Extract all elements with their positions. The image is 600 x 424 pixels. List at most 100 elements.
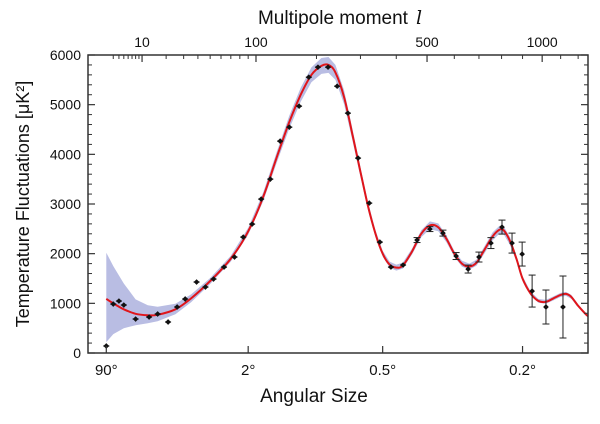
point-marker: [453, 253, 459, 259]
point-marker: [355, 155, 361, 161]
top-axis-title: Multipole moment l: [258, 7, 422, 29]
data-point: [400, 262, 407, 268]
data-point: [528, 274, 536, 308]
point-marker: [560, 304, 566, 310]
model-curve-layer: [105, 63, 589, 318]
data-point: [221, 264, 228, 270]
point-marker: [543, 304, 549, 310]
data-point: [344, 110, 351, 116]
model-curve: [105, 63, 589, 318]
data-point: [193, 279, 200, 285]
point-marker: [377, 239, 383, 245]
bottom-tick-label: 2°: [241, 362, 255, 379]
data-point: [426, 226, 434, 233]
data-point: [355, 155, 362, 161]
point-marker: [465, 266, 471, 272]
point-marker: [182, 296, 189, 302]
data-point: [452, 252, 460, 261]
point-marker: [509, 240, 515, 246]
x-axis-title: Angular Size: [260, 386, 368, 407]
data-point: [174, 304, 181, 310]
point-marker: [345, 110, 351, 116]
data-point: [120, 302, 127, 308]
y-tick-label: 3000: [50, 196, 81, 212]
point-marker: [305, 74, 312, 81]
point-marker: [519, 251, 525, 257]
point-marker: [165, 319, 171, 325]
point-marker: [116, 298, 122, 304]
data-point: [103, 343, 110, 349]
point-marker: [476, 254, 482, 260]
point-marker: [427, 226, 433, 232]
point-marker: [315, 64, 321, 70]
data-point: [231, 254, 238, 260]
confidence-band-layer: [106, 57, 589, 343]
data-point: [202, 284, 209, 290]
point-marker: [366, 200, 373, 206]
bottom-tick-label: 0.5°: [369, 362, 396, 379]
data-point: [387, 264, 394, 270]
point-marker: [414, 237, 420, 243]
point-marker: [146, 314, 152, 320]
point-marker: [174, 304, 180, 310]
point-marker: [388, 264, 394, 270]
data-point: [334, 83, 341, 90]
data-point: [487, 237, 495, 250]
point-marker: [440, 230, 446, 236]
point-marker: [154, 311, 161, 317]
data-point: [464, 264, 472, 274]
point-marker: [193, 279, 200, 285]
y-tick-label: 2000: [50, 246, 81, 262]
top-tick-label: 500: [415, 34, 439, 50]
data-point: [267, 176, 274, 182]
axes-layer: 0 1000 2000 3000 4000 5000 6000 10 100 500 1000 90°…: [50, 34, 588, 379]
data-point: [413, 237, 421, 244]
point-marker: [258, 196, 265, 202]
top-tick-label: 100: [244, 34, 268, 50]
point-marker: [267, 176, 274, 182]
data-point: [542, 289, 550, 325]
data-point: [258, 196, 265, 202]
top-tick-label: 1000: [527, 34, 558, 50]
point-marker: [286, 124, 293, 130]
y-tick-label: 4000: [50, 146, 81, 162]
point-marker: [249, 221, 255, 227]
data-point: [286, 124, 293, 130]
data-point: [314, 64, 321, 70]
point-marker: [334, 83, 340, 90]
data-point: [518, 241, 526, 267]
data-point: [366, 200, 373, 206]
data-point: [559, 275, 567, 339]
y-tick-label: 0: [73, 345, 81, 361]
point-marker: [296, 103, 302, 109]
data-point: [210, 276, 217, 282]
point-marker: [488, 240, 494, 246]
point-marker: [132, 316, 139, 322]
data-point: [277, 138, 284, 144]
data-point: [498, 219, 506, 235]
data-point: [115, 298, 122, 304]
data-point: [165, 319, 172, 325]
data-point: [132, 316, 139, 322]
point-marker: [400, 262, 406, 268]
point-marker: [221, 264, 227, 270]
top-tick-label: 10: [134, 34, 150, 50]
y-tick-label: 1000: [50, 295, 81, 311]
data-point: [249, 221, 256, 227]
bottom-tick-label: 90°: [95, 362, 118, 379]
confidence-band: [106, 57, 589, 343]
data-point: [240, 234, 247, 240]
point-marker: [210, 276, 217, 282]
point-marker: [277, 138, 283, 144]
data-point: [439, 229, 447, 237]
point-marker: [240, 234, 247, 240]
point-marker: [325, 64, 331, 70]
point-marker: [529, 288, 535, 294]
point-marker: [120, 302, 127, 308]
y-tick-label: 6000: [50, 47, 81, 63]
data-point: [475, 251, 483, 263]
point-marker: [110, 301, 117, 307]
point-marker: [103, 343, 110, 349]
data-point: [182, 296, 189, 302]
